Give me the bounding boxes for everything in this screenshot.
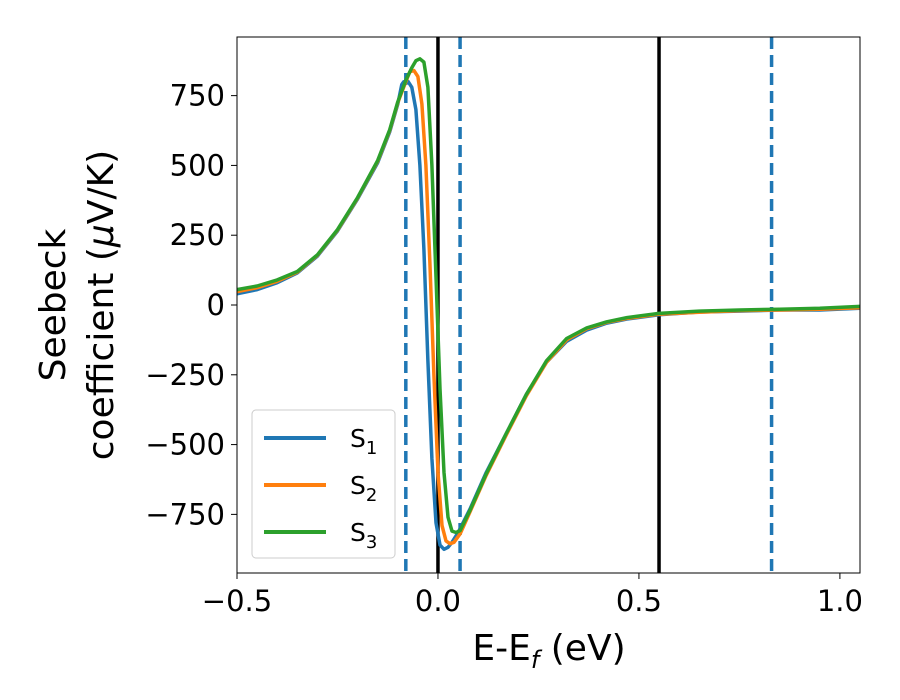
y-tick-label: −750 [145,497,225,531]
y-axis-ticks: 750 500 250 0 −250 −500 −750 [145,79,237,531]
y-tick-label: 500 [170,148,225,182]
y-tick-label: 250 [170,218,225,252]
x-tick-label: −0.5 [202,584,272,618]
legend-label-s3: S3 [350,518,377,553]
x-tick-label: 0.5 [616,584,662,618]
y-axis-title-line2: coefficient (μV/K) [81,150,122,460]
reference-lines [404,37,774,573]
x-tick-label: 0.0 [415,584,461,618]
x-axis-title: E-Ef (eV) [472,628,625,674]
y-tick-label: −250 [145,358,225,392]
y-axis-title-line1: Seebeck [33,228,74,381]
y-tick-label: −500 [145,428,225,462]
series-line-s3 [236,57,861,535]
x-axis-ticks: −0.5 0.0 0.5 1.0 [202,573,863,618]
x-tick-label: 1.0 [817,584,863,618]
series-lines [236,57,861,552]
y-axis-title: Seebeck coefficient (μV/K) [33,150,122,460]
legend-label-s1: S1 [350,424,377,459]
legend-label-s2: S2 [350,471,377,506]
y-tick-label: 750 [170,79,225,113]
y-tick-label: 0 [207,288,225,322]
legend: S1 S2 S3 [251,409,396,559]
